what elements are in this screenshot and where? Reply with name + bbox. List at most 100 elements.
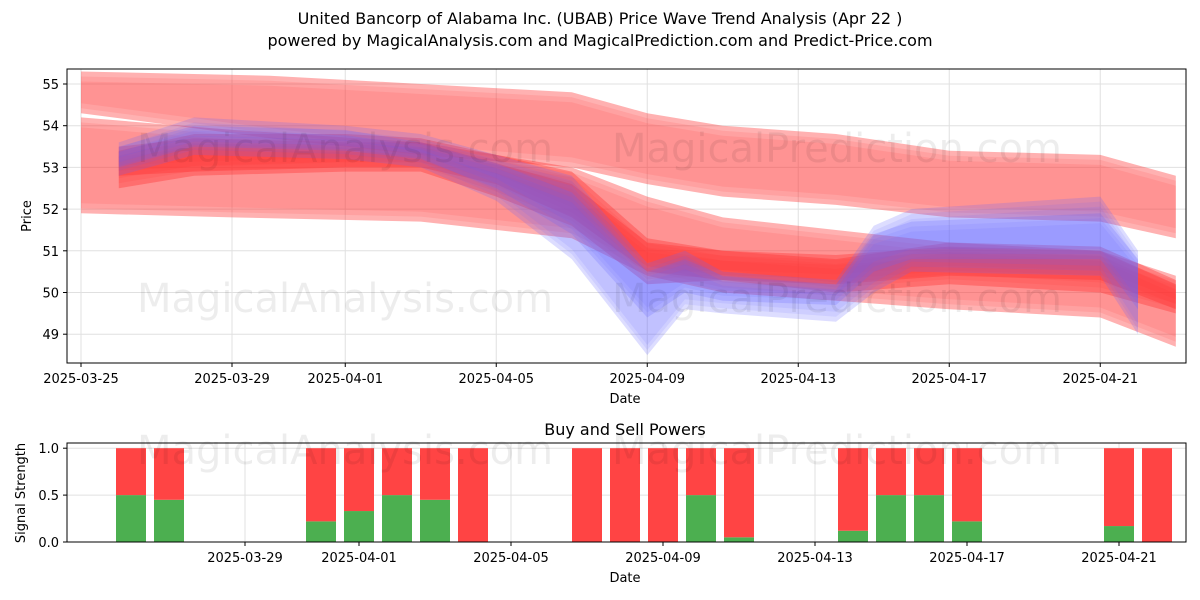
buy-power-bar (420, 499, 450, 542)
sell-power-bar (876, 448, 906, 496)
power-title: Buy and Sell Powers (544, 420, 706, 439)
watermark-text: MagicalPrediction.com (612, 276, 1062, 322)
sell-power-bar (1104, 448, 1134, 527)
power-x-tick-label: 2025-03-29 (207, 551, 283, 566)
price-y-ticks: 49 50 51 52 53 54 55 (42, 78, 67, 343)
power-x-tick-label: 2025-04-21 (1081, 551, 1157, 566)
price-y-label: Price (20, 200, 35, 232)
chart-subtitle: powered by MagicalAnalysis.com and Magic… (267, 31, 933, 50)
price-x-tick-label: 2025-04-05 (458, 372, 534, 387)
power-y-ticks: 0.0 0.5 1.0 (38, 442, 67, 551)
sell-power-bar (648, 448, 678, 542)
price-band-layer-blue (118, 135, 1139, 308)
sell-power-bar (382, 448, 412, 496)
price-band-layer-red (81, 81, 1176, 229)
price-band-layer-red (118, 143, 1176, 305)
price-y-tick-label: 54 (42, 120, 59, 135)
price-x-label: Date (609, 392, 640, 407)
price-x-tick-label: 2025-03-25 (43, 372, 119, 387)
buy-power-bar (116, 495, 146, 542)
price-band-layer-blue (118, 127, 1139, 346)
sell-power-bar (458, 448, 488, 542)
power-x-tick-label: 2025-04-01 (321, 551, 397, 566)
power-plot-frame (66, 442, 1187, 543)
price-band-red-0 (81, 71, 1176, 239)
price-x-tick-label: 2025-04-21 (1062, 372, 1138, 387)
watermark-text: MagicalAnalysis.com (137, 126, 553, 172)
price-x-ticks: 2025-03-25 2025-03-29 2025-04-01 2025-04-05… (43, 363, 1138, 387)
price-x-tick-label: 2025-04-09 (609, 372, 685, 387)
sell-power-bar (1142, 448, 1172, 542)
power-y-tick-label: 1.0 (38, 442, 59, 457)
sell-power-bar (116, 448, 146, 496)
price-bands (81, 71, 1176, 356)
power-x-tick-label: 2025-04-17 (929, 551, 1005, 566)
buy-power-bar (838, 530, 868, 542)
price-plot-frame (66, 68, 1187, 364)
sell-power-bar (154, 448, 184, 500)
watermark-text: MagicalAnalysis.com (137, 276, 553, 322)
sell-power-bar (952, 448, 982, 522)
sell-power-bar (572, 448, 602, 542)
buy-power-bar (344, 511, 374, 542)
power-y-tick-label: 0.0 (38, 536, 59, 551)
buy-power-bar (1104, 526, 1134, 542)
buy-power-bar (952, 521, 982, 542)
price-band-layer-red (118, 144, 1176, 304)
price-y-tick-label: 52 (42, 203, 59, 218)
price-band-blue-5 (118, 125, 1139, 318)
buy-power-bar (306, 521, 336, 542)
power-watermarks: MagicalAnalysis.com MagicalPrediction.com (137, 428, 1062, 474)
price-band-red-1 (81, 117, 1176, 347)
buy-power-bar (154, 499, 184, 542)
price-x-tick-label: 2025-03-29 (194, 372, 270, 387)
price-x-tick-label: 2025-04-17 (911, 372, 987, 387)
power-x-ticks: 2025-03-29 2025-04-01 2025-04-05 2025-04-09… (207, 542, 1157, 566)
price-y-tick-label: 53 (42, 161, 59, 176)
buy-power-bar (914, 495, 944, 542)
sell-power-bar (344, 448, 374, 512)
power-x-label: Date (609, 571, 640, 586)
price-x-tick-label: 2025-04-13 (760, 372, 836, 387)
power-y-tick-label: 0.5 (38, 489, 59, 504)
sell-power-bar (724, 448, 754, 538)
buy-power-bar (724, 537, 754, 542)
price-band-red-3 (118, 138, 1176, 310)
price-band-layer-blue (118, 122, 1139, 351)
sell-power-bar (420, 448, 450, 500)
sell-power-bar (306, 448, 336, 522)
price-band-layer-red (81, 76, 1176, 234)
price-watermarks: MagicalAnalysis.com MagicalPrediction.com… (137, 126, 1062, 322)
sell-power-bar (838, 448, 868, 531)
price-band-layer-blue (118, 130, 1139, 313)
watermark-text: MagicalPrediction.com (612, 126, 1062, 172)
buy-power-bar (686, 495, 716, 542)
sell-power-bar (914, 448, 944, 496)
price-y-tick-label: 50 (42, 287, 59, 302)
power-x-tick-label: 2025-04-13 (777, 551, 853, 566)
power-x-tick-label: 2025-04-09 (625, 551, 701, 566)
price-band-layer-red (118, 148, 1176, 300)
watermark-text: MagicalPrediction.com (612, 428, 1062, 474)
price-y-tick-label: 55 (42, 78, 59, 93)
price-y-tick-label: 51 (42, 245, 59, 260)
buy-power-bar (382, 495, 412, 542)
watermark-text: MagicalAnalysis.com (137, 428, 553, 474)
price-band-red-2 (118, 134, 1176, 314)
price-band-layer-red (81, 127, 1176, 337)
buy-power-bar (876, 495, 906, 542)
sell-power-bar (686, 448, 716, 496)
price-grid (67, 69, 1186, 363)
price-band-blue-4 (118, 117, 1139, 356)
power-y-label: Signal Strength (14, 443, 29, 543)
power-x-tick-label: 2025-04-05 (473, 551, 549, 566)
power-bars (116, 448, 1172, 542)
price-x-tick-label: 2025-04-01 (307, 372, 383, 387)
price-band-layer-red (81, 122, 1176, 342)
price-band-layer-red (118, 139, 1176, 309)
price-y-tick-label: 49 (42, 328, 59, 343)
chart-title: United Bancorp of Alabama Inc. (UBAB) Pr… (297, 9, 903, 28)
sell-power-bar (610, 448, 640, 542)
